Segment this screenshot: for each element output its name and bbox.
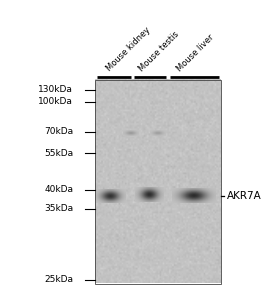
Text: Mouse testis: Mouse testis: [137, 30, 181, 74]
Text: Mouse liver: Mouse liver: [175, 33, 216, 74]
Text: 35kDa: 35kDa: [44, 204, 73, 213]
Text: 25kDa: 25kDa: [44, 275, 73, 284]
Text: 40kDa: 40kDa: [44, 185, 73, 194]
Text: 130kDa: 130kDa: [38, 85, 73, 94]
Bar: [95, 80, 221, 284]
Text: Mouse kidney: Mouse kidney: [105, 26, 152, 74]
Text: 70kDa: 70kDa: [44, 128, 73, 136]
Text: AKR7A2: AKR7A2: [227, 190, 261, 201]
Text: 100kDa: 100kDa: [38, 98, 73, 106]
Text: 55kDa: 55kDa: [44, 148, 73, 158]
